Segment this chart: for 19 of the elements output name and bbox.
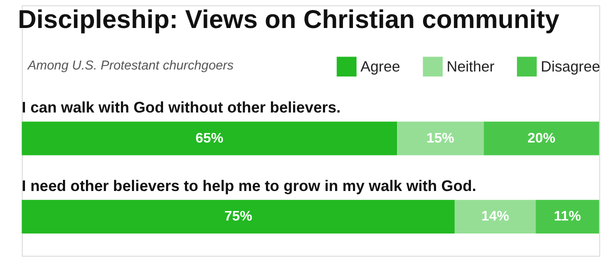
data-label: 15%	[426, 129, 454, 146]
legend-label: Disagree	[540, 60, 600, 76]
data-label: 11%	[554, 208, 581, 224]
bar	[22, 200, 455, 234]
bar	[397, 122, 484, 156]
y-tick-label: I need other believers to help me to grow in my walk with God.	[22, 178, 476, 195]
data-label: 20%	[528, 129, 556, 146]
legend-label: Agree	[360, 60, 400, 76]
chart-title: Discipleship: Views on Christian community	[18, 6, 560, 34]
bar	[536, 200, 600, 234]
bar	[22, 122, 398, 156]
y-tick-label: I can walk with God without other believers.	[22, 100, 341, 117]
bar	[484, 122, 600, 156]
data-label: 65%	[196, 129, 224, 146]
data-label: 75%	[224, 208, 252, 224]
text: Among U.S. Protestant churchgoers	[26, 58, 234, 73]
bar	[454, 200, 536, 234]
legend-label: Neither	[446, 60, 495, 76]
data-label: 14%	[481, 208, 510, 224]
